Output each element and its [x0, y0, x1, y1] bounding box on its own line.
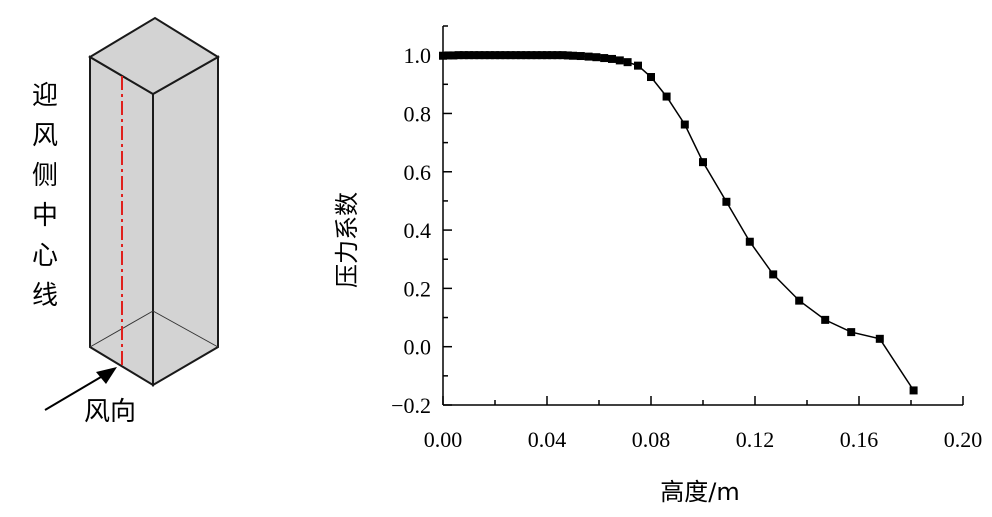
side-label-char-2: 侧 — [32, 161, 58, 191]
data-point — [615, 56, 624, 65]
data-point — [909, 386, 918, 395]
y-tick-label: 0.2 — [404, 276, 432, 301]
y-tick-label: 0.0 — [404, 335, 432, 360]
building-diagram: 迎 风 侧 中 心 线 风向 — [32, 16, 220, 427]
data-point — [475, 51, 484, 60]
data-point — [680, 120, 689, 129]
data-point — [745, 237, 754, 246]
data-point — [623, 58, 632, 67]
data-point — [699, 158, 707, 167]
data-point — [444, 51, 453, 60]
y-tick-label: 0.4 — [404, 218, 432, 243]
data-point — [569, 51, 577, 60]
chart: −0.20.00.20.40.60.81.0 0.00 0.04 0.08 0.12 0… — [333, 25, 983, 506]
y-tick-label: −0.2 — [391, 393, 431, 418]
data-point — [584, 52, 593, 61]
data-point — [634, 61, 642, 70]
y-axis-label: 压力系数 — [333, 192, 361, 288]
side-label-char-4: 心 — [32, 241, 58, 271]
y-tick-label: 0.6 — [404, 160, 432, 185]
y-tick-label: 0.8 — [404, 101, 432, 126]
data-point — [527, 51, 536, 60]
data-point — [576, 52, 585, 61]
data-point — [449, 51, 458, 60]
data-point — [795, 296, 804, 305]
wind-direction-label: 风向 — [84, 397, 136, 427]
side-label-char-3: 中 — [32, 201, 58, 231]
data-point — [537, 51, 546, 60]
y-tick-label: 1.0 — [404, 43, 432, 68]
data-point — [522, 51, 531, 60]
x-axis-ticks: 0.00 0.04 0.08 0.12 0.16 0.20 — [424, 396, 983, 452]
data-point — [470, 51, 479, 60]
side-label-char-0: 迎 — [32, 81, 58, 111]
x-axis-label: 高度/m — [660, 478, 739, 506]
data-point — [769, 270, 778, 279]
data-point — [491, 51, 499, 60]
data-point — [532, 51, 541, 60]
data-point — [875, 334, 884, 343]
data-point — [496, 51, 505, 60]
x-tick-label: 0.20 — [944, 427, 983, 452]
series-line — [442, 54, 915, 391]
x-tick-label: 0.08 — [632, 427, 671, 452]
data-point — [548, 51, 557, 60]
data-point — [506, 51, 515, 60]
x-tick-label: 0.12 — [736, 427, 775, 452]
x-tick-label: 0.04 — [528, 427, 567, 452]
data-point — [501, 51, 510, 60]
wind-arrow-shaft — [44, 373, 107, 411]
data-point — [608, 54, 616, 63]
x-tick-label: 0.00 — [424, 427, 463, 452]
data-point — [439, 51, 447, 60]
data-point — [592, 53, 601, 62]
data-point — [543, 51, 551, 60]
data-point — [722, 197, 731, 206]
data-point — [847, 328, 856, 337]
side-label-char-5: 线 — [32, 281, 58, 311]
box-top-face — [88, 16, 220, 96]
data-point — [821, 315, 830, 324]
data-point — [465, 51, 473, 60]
data-point — [662, 92, 671, 101]
data-point — [563, 51, 572, 60]
series-0 — [439, 51, 918, 395]
data-point — [459, 51, 468, 60]
data-point — [647, 73, 655, 82]
data-point — [511, 51, 520, 60]
side-label-char-1: 风 — [32, 121, 58, 151]
box-right-face — [152, 55, 219, 387]
data-point — [553, 51, 562, 60]
data-point — [485, 51, 494, 60]
x-tick-label: 0.16 — [840, 427, 879, 452]
wind-arrow-head — [96, 367, 117, 384]
data-point — [558, 51, 567, 60]
data-point — [454, 51, 463, 60]
box-hidden-edge — [152, 310, 219, 348]
data-point — [600, 54, 609, 63]
data-point — [480, 51, 489, 60]
data-point — [517, 51, 525, 60]
